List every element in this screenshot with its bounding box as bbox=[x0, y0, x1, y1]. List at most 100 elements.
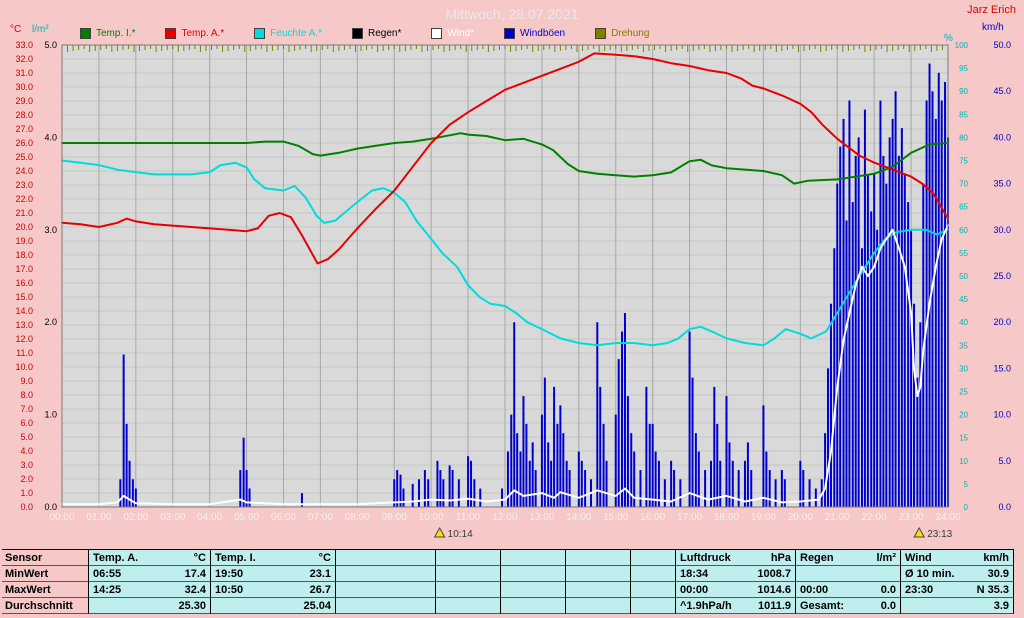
svg-text:31.0: 31.0 bbox=[15, 68, 33, 78]
svg-text:18.0: 18.0 bbox=[15, 250, 33, 260]
svg-text:0.0: 0.0 bbox=[20, 502, 33, 512]
svg-text:12.0: 12.0 bbox=[15, 334, 33, 344]
legend-label: Drehung bbox=[611, 28, 650, 39]
unit-label-rain: l/m² bbox=[32, 24, 49, 35]
svg-text:8.0: 8.0 bbox=[20, 390, 33, 400]
stat-empty bbox=[335, 550, 435, 566]
legend-item-wind[interactable]: Wind* bbox=[431, 28, 474, 39]
svg-text:15: 15 bbox=[959, 434, 968, 443]
svg-text:21.0: 21.0 bbox=[15, 208, 33, 218]
stat-empty bbox=[500, 582, 565, 598]
stat-temp-i-avg: 25.04 bbox=[210, 598, 335, 614]
unit-label-percent: % bbox=[944, 33, 953, 44]
stat-luftdruck-min: 18:34 1008.7 bbox=[675, 566, 795, 582]
svg-text:3.0: 3.0 bbox=[44, 225, 57, 235]
stat-regen-avg: Gesamt: 0.0 bbox=[795, 598, 900, 614]
svg-text:65: 65 bbox=[959, 203, 968, 212]
svg-text:24.0: 24.0 bbox=[15, 166, 33, 176]
svg-text:7.0: 7.0 bbox=[20, 404, 33, 414]
stat-empty bbox=[335, 582, 435, 598]
legend-item-temp-i[interactable]: Temp. I.* bbox=[80, 28, 135, 39]
svg-text:50: 50 bbox=[959, 272, 968, 281]
legend-item-drehung[interactable]: Drehung bbox=[595, 28, 649, 39]
stat-empty bbox=[565, 582, 630, 598]
svg-text:02:00: 02:00 bbox=[123, 512, 148, 523]
svg-text:22.0: 22.0 bbox=[15, 194, 33, 204]
svg-text:11.0: 11.0 bbox=[16, 348, 33, 358]
svg-text:08:00: 08:00 bbox=[345, 512, 370, 523]
stat-row-label: MaxWert bbox=[2, 582, 88, 598]
stat-empty bbox=[565, 566, 630, 582]
legend-label: Feuchte A.* bbox=[270, 28, 322, 39]
stat-empty bbox=[565, 598, 630, 614]
regen-swatch-icon bbox=[351, 28, 363, 39]
legend-label: Windböen bbox=[520, 28, 566, 39]
svg-text:5.0: 5.0 bbox=[20, 432, 33, 442]
svg-text:5.0: 5.0 bbox=[44, 40, 57, 50]
svg-text:12:00: 12:00 bbox=[492, 512, 517, 523]
svg-text:33.0: 33.0 bbox=[15, 40, 33, 50]
svg-text:01:00: 01:00 bbox=[86, 512, 111, 523]
legend-item-regen[interactable]: Regen* bbox=[351, 28, 402, 39]
svg-text:05:00: 05:00 bbox=[234, 512, 259, 523]
stat-empty bbox=[630, 598, 675, 614]
stat-luftdruck-avg: ^1.9hPa/h 1011.9 bbox=[675, 598, 795, 614]
stat-header-regen: Regen l/m² bbox=[795, 550, 900, 566]
legend-label: Temp. A.* bbox=[181, 28, 225, 39]
stat-wind-min: Ø 10 min. 30.9 bbox=[900, 566, 1014, 582]
stat-empty bbox=[630, 582, 675, 598]
temp-a-swatch-icon bbox=[165, 28, 177, 39]
svg-text:5: 5 bbox=[964, 480, 969, 489]
svg-text:1.0: 1.0 bbox=[44, 410, 57, 420]
svg-text:75: 75 bbox=[959, 157, 968, 166]
svg-text:24:00: 24:00 bbox=[935, 512, 960, 523]
svg-text:2.0: 2.0 bbox=[20, 474, 33, 484]
unit-label-windspeed: km/h bbox=[982, 22, 1004, 33]
svg-text:35: 35 bbox=[959, 341, 968, 350]
legend-item-temp-a[interactable]: Temp. A.* bbox=[165, 28, 224, 39]
stat-row-label: Sensor bbox=[2, 550, 88, 566]
legend-item-windboeen[interactable]: Windböen bbox=[504, 28, 565, 39]
stat-empty bbox=[630, 550, 675, 566]
svg-text:10: 10 bbox=[959, 457, 968, 466]
legend-label: Regen* bbox=[367, 28, 402, 39]
stat-empty bbox=[565, 550, 630, 566]
svg-text:20.0: 20.0 bbox=[993, 317, 1011, 327]
svg-text:16:00: 16:00 bbox=[640, 512, 665, 523]
stat-temp-i-min: 19:50 23.1 bbox=[210, 566, 335, 582]
stat-header-temp-i: Temp. I. °C bbox=[210, 550, 335, 566]
svg-text:25.0: 25.0 bbox=[15, 152, 33, 162]
svg-text:45.0: 45.0 bbox=[993, 86, 1011, 96]
svg-text:35.0: 35.0 bbox=[993, 179, 1011, 189]
svg-text:95: 95 bbox=[959, 64, 968, 73]
svg-text:20.0: 20.0 bbox=[15, 222, 33, 232]
svg-text:27.0: 27.0 bbox=[15, 124, 33, 134]
svg-text:3.0: 3.0 bbox=[20, 460, 33, 470]
svg-text:23:00: 23:00 bbox=[899, 512, 924, 523]
stat-wind-avg: 3.9 bbox=[900, 598, 1014, 614]
svg-text:07:00: 07:00 bbox=[308, 512, 333, 523]
svg-text:10:14: 10:14 bbox=[448, 529, 473, 540]
svg-text:1.0: 1.0 bbox=[20, 488, 33, 498]
svg-text:09:00: 09:00 bbox=[382, 512, 407, 523]
svg-text:17:00: 17:00 bbox=[677, 512, 702, 523]
legend-label: Temp. I.* bbox=[96, 28, 136, 39]
svg-text:0: 0 bbox=[964, 503, 969, 512]
svg-text:28.0: 28.0 bbox=[15, 110, 33, 120]
svg-text:14.0: 14.0 bbox=[15, 306, 33, 316]
svg-text:22:00: 22:00 bbox=[862, 512, 887, 523]
svg-text:13.0: 13.0 bbox=[15, 320, 33, 330]
svg-text:26.0: 26.0 bbox=[15, 138, 33, 148]
svg-text:15.0: 15.0 bbox=[15, 292, 33, 302]
svg-text:100: 100 bbox=[955, 41, 969, 50]
svg-text:23:13: 23:13 bbox=[927, 529, 952, 540]
svg-text:30: 30 bbox=[959, 364, 968, 373]
svg-text:19:00: 19:00 bbox=[751, 512, 776, 523]
stat-empty bbox=[435, 550, 500, 566]
weather-chart: 0.0 1.0 2.0 3.0 4.0 5.0 6.0 7.0 8.0 9.0 10.0 11.0 12… bbox=[15, 40, 1011, 540]
svg-text:18:00: 18:00 bbox=[714, 512, 739, 523]
svg-text:6.0: 6.0 bbox=[20, 418, 33, 428]
svg-text:90: 90 bbox=[959, 87, 968, 96]
legend-item-feuchte[interactable]: Feuchte A.* bbox=[254, 28, 322, 39]
